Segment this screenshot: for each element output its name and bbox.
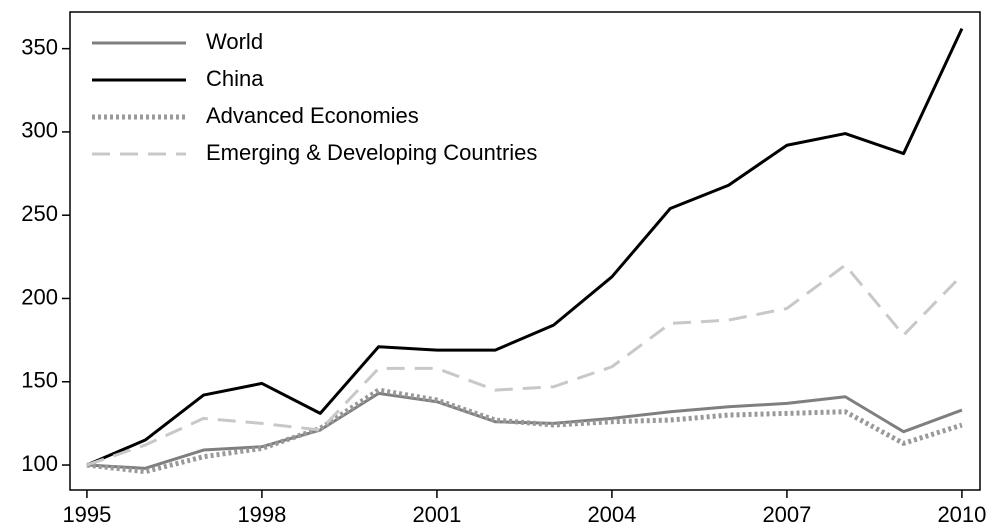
- y-tick-label: 350: [21, 34, 58, 59]
- y-tick-label: 200: [21, 284, 58, 309]
- y-tick-label: 150: [21, 368, 58, 393]
- x-tick-label: 1998: [237, 502, 286, 527]
- y-tick-label: 100: [21, 451, 58, 476]
- y-tick-label: 250: [21, 201, 58, 226]
- legend-label: Advanced Economies: [206, 103, 419, 128]
- series-line: [86, 387, 963, 475]
- legend-label: World: [206, 29, 263, 54]
- series-line: [86, 28, 964, 467]
- y-tick-label: 300: [21, 118, 58, 143]
- x-tick-label: 2004: [587, 502, 636, 527]
- x-tick-label: 1995: [62, 502, 111, 527]
- plot-frame: [69, 11, 981, 491]
- legend-label: China: [206, 66, 264, 91]
- series-line: [86, 391, 963, 470]
- x-tick-label: 2010: [937, 502, 986, 527]
- x-tick-label: 2007: [762, 502, 811, 527]
- x-tick-label: 2001: [412, 502, 461, 527]
- legend-label: Emerging & Developing Countries: [206, 140, 537, 165]
- series-line: [86, 263, 963, 467]
